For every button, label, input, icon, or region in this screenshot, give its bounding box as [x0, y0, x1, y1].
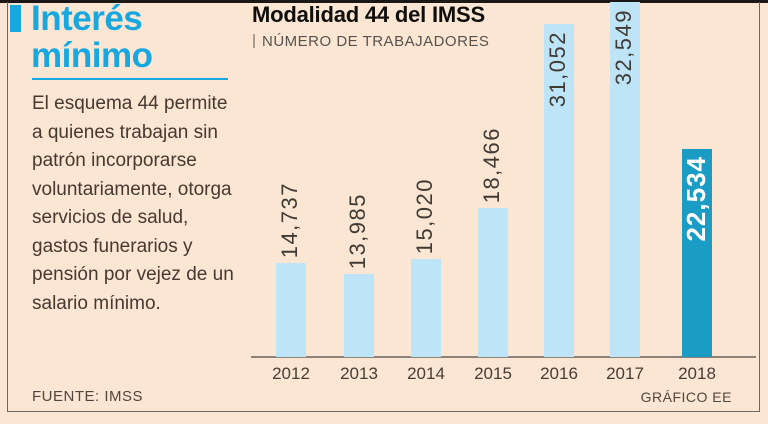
bar-value-label-2018: 22,534	[681, 156, 711, 242]
chart-subtitle: NÚMERO DE TRABAJADORES	[262, 33, 490, 50]
chart-subtitle-row: NÚMERO DE TRABAJADORES	[253, 33, 489, 50]
bar-2013	[344, 274, 374, 357]
subtitle-pipe-icon	[253, 34, 255, 48]
x-axis-tick-label-2014: 2014	[407, 364, 445, 383]
x-axis-line	[251, 356, 756, 358]
bar-2018	[682, 149, 712, 357]
bar-2014	[411, 259, 441, 357]
bar-value-label-2012: 14,737	[277, 181, 302, 258]
x-axis-tick-label-2018: 2018	[678, 364, 716, 383]
bar-value-label-2013: 13,985	[345, 192, 370, 269]
description-text: El esquema 44 permite a quienes trabajan…	[32, 93, 234, 314]
bar-2016	[544, 24, 574, 357]
bar-2015	[478, 208, 508, 357]
title-marker	[10, 5, 21, 32]
bar-2012	[276, 263, 306, 357]
title-underline	[32, 78, 228, 80]
source-label: FUENTE: IMSS	[32, 388, 144, 405]
bar-value-label-2016: 31,052	[545, 31, 570, 108]
x-axis-tick-label-2013: 2013	[340, 364, 378, 383]
x-axis-tick-label-2016: 2016	[540, 364, 578, 383]
bar-value-label-2017: 32,549	[611, 9, 636, 86]
top-border-rule	[0, 0, 768, 3]
bar-value-label-2015: 18,466	[479, 126, 504, 203]
bar-value-label-2014: 15,020	[412, 177, 437, 254]
credit-label: GRÁFICO EE	[640, 389, 732, 405]
x-axis-tick-label-2017: 2017	[606, 364, 644, 383]
x-axis-tick-label-2012: 2012	[272, 364, 310, 383]
page-title: Interés mínimo	[31, 0, 153, 75]
bar-2017	[610, 2, 640, 357]
x-axis-tick-label-2015: 2015	[474, 364, 512, 383]
chart-title: Modalidad 44 del IMSS	[252, 2, 485, 27]
